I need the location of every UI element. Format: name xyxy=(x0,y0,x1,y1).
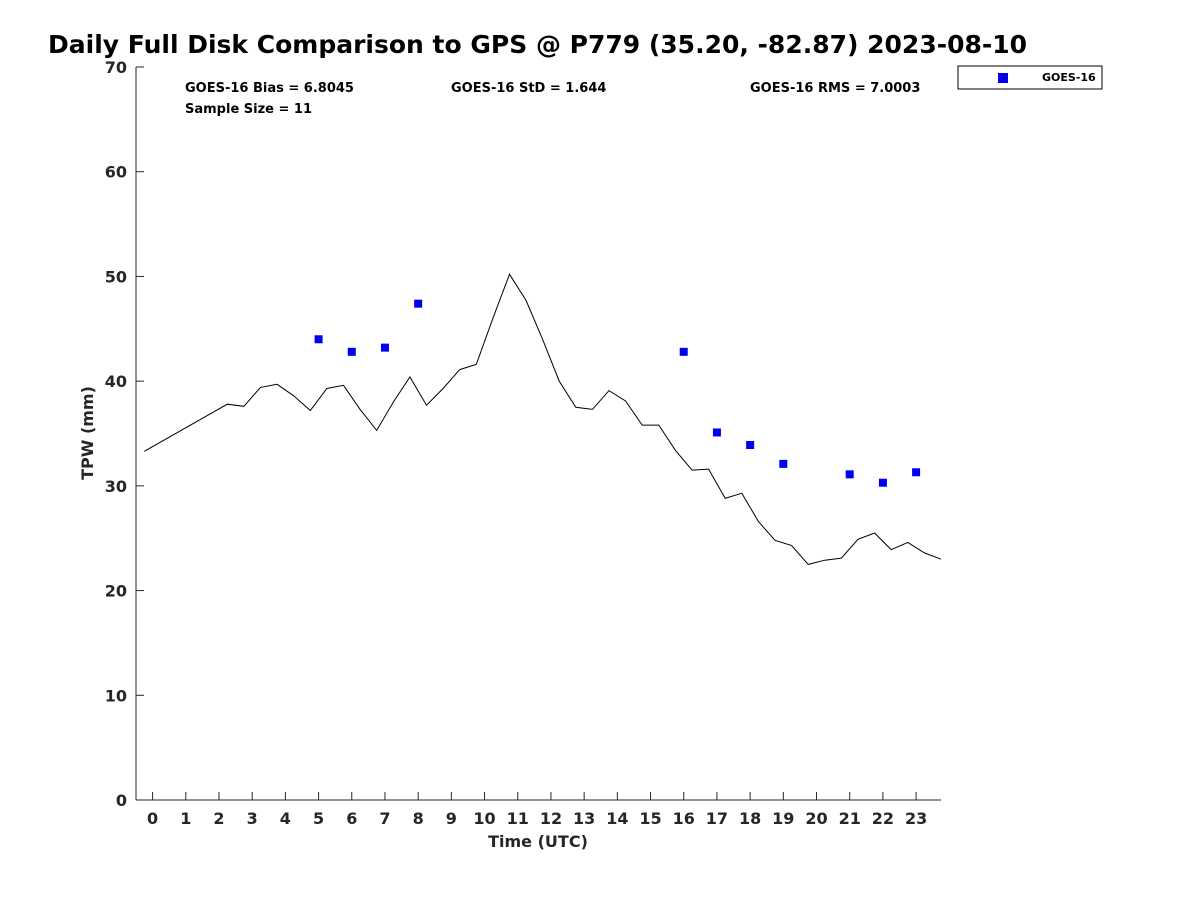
y-tick-label: 40 xyxy=(105,372,127,391)
x-tick-label: 18 xyxy=(739,809,761,828)
rms-stat: GOES-16 RMS = 7.0003 xyxy=(750,81,920,96)
goes16-data-point xyxy=(845,470,854,479)
goes16-data-point xyxy=(314,335,323,344)
goes16-data-point xyxy=(414,299,423,308)
sample-size-stat: Sample Size = 11 xyxy=(185,102,312,117)
gps-line-series xyxy=(144,273,942,565)
x-tick-label: 7 xyxy=(379,809,390,828)
x-tick-label: 1 xyxy=(180,809,191,828)
x-tick-label: 3 xyxy=(247,809,258,828)
x-tick-label: 14 xyxy=(606,809,628,828)
x-tick-label: 23 xyxy=(905,809,927,828)
legend-box xyxy=(957,65,1103,90)
x-tick-label: 19 xyxy=(772,809,794,828)
goes16-data-point xyxy=(746,441,755,450)
goes16-data-point xyxy=(779,459,788,468)
x-tick-label: 9 xyxy=(446,809,457,828)
x-tick-label: 5 xyxy=(313,809,324,828)
x-tick-label: 10 xyxy=(473,809,495,828)
legend-marker-icon xyxy=(998,73,1008,83)
x-tick-label: 12 xyxy=(540,809,562,828)
chart-title: Daily Full Disk Comparison to GPS @ P779… xyxy=(48,30,1028,59)
bias-stat: GOES-16 Bias = 6.8045 xyxy=(185,81,354,96)
x-tick-label: 2 xyxy=(213,809,224,828)
x-tick-label: 0 xyxy=(147,809,158,828)
x-tick-label: 16 xyxy=(673,809,695,828)
x-tick-label: 15 xyxy=(639,809,661,828)
y-tick-label: 10 xyxy=(105,686,127,705)
y-tick-label: 50 xyxy=(105,267,127,286)
y-tick-label: 30 xyxy=(105,477,127,496)
y-tick-label: 20 xyxy=(105,582,127,601)
x-tick-label: 13 xyxy=(573,809,595,828)
std-stat: GOES-16 StD = 1.644 xyxy=(451,81,606,96)
x-tick-label: 4 xyxy=(280,809,291,828)
goes16-data-point xyxy=(679,347,688,356)
y-tick-label: 70 xyxy=(105,58,127,77)
y-axis-label: TPW (mm) xyxy=(78,386,97,480)
goes16-data-point xyxy=(912,468,921,477)
y-tick-label: 0 xyxy=(116,791,127,810)
goes16-marker-series xyxy=(314,299,921,487)
x-tick-label: 8 xyxy=(413,809,424,828)
goes16-data-point xyxy=(380,343,389,352)
legend-label: GOES-16 xyxy=(1042,71,1096,84)
x-tick-label: 17 xyxy=(706,809,728,828)
x-axis-label: Time (UTC) xyxy=(488,832,588,851)
x-tick-label: 20 xyxy=(805,809,827,828)
gps-tpw-line xyxy=(144,273,942,565)
x-tick-label: 6 xyxy=(346,809,357,828)
goes16-data-point xyxy=(347,347,356,356)
goes16-data-point xyxy=(712,428,721,437)
legend: GOES-16 xyxy=(957,65,1103,90)
y-tick-label: 60 xyxy=(105,163,127,182)
x-tick-label: 22 xyxy=(872,809,894,828)
x-tick-label: 11 xyxy=(507,809,529,828)
x-tick-label: 21 xyxy=(839,809,861,828)
goes16-data-point xyxy=(878,478,887,487)
